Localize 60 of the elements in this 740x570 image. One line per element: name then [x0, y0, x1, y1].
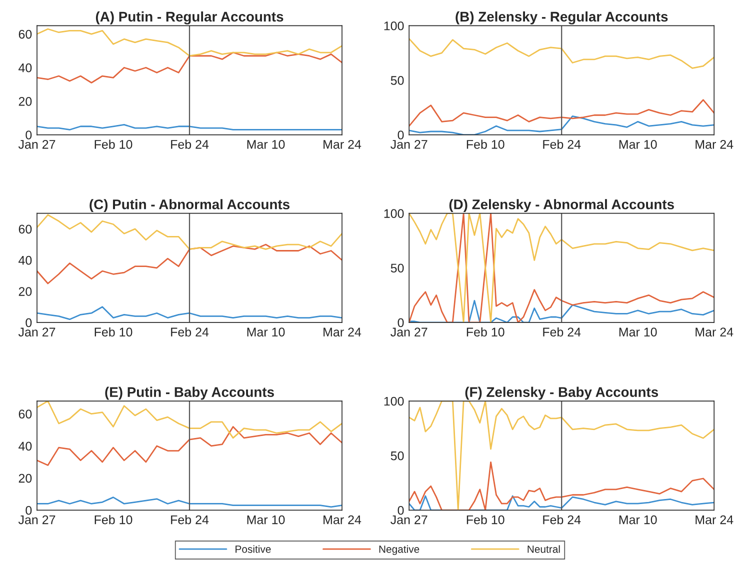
x-tick-label: Mar 24: [696, 328, 734, 337]
y-tick-label: 0: [398, 506, 404, 515]
chart-title: (B) Zelensky - Regular Accounts: [456, 11, 668, 24]
y-tick-label: 20: [18, 96, 32, 106]
x-tick-label: Jan 27: [18, 328, 56, 337]
legend-label: Negative: [379, 545, 420, 555]
chart-title: (D) Zelensky - Abnormal Accounts: [449, 199, 674, 212]
x-tick-label: Feb 24: [543, 515, 581, 524]
x-tick-label: Jan 27: [390, 328, 428, 337]
x-tick-label: Feb 10: [94, 327, 132, 337]
x-tick-label: Mar 10: [619, 515, 657, 524]
x-tick-label: Feb 24: [171, 327, 209, 337]
x-tick-label: Mar 10: [247, 328, 285, 337]
chart-title: (E) Putin - Baby Accounts: [105, 386, 274, 400]
y-tick-label: 100: [384, 396, 404, 406]
x-tick-label: Jan 27: [18, 140, 56, 149]
x-tick-label: Feb 10: [94, 140, 132, 149]
x-tick-label: Mar 24: [324, 140, 362, 149]
y-tick-label: 0: [398, 318, 404, 328]
x-tick-label: Feb 10: [94, 515, 132, 524]
y-tick-label: 20: [18, 474, 32, 483]
y-tick-label: 60: [18, 410, 32, 419]
x-tick-label: Jan 27: [390, 140, 428, 149]
x-tick-label: Jan 27: [18, 515, 56, 524]
x-tick-label: Mar 24: [324, 328, 362, 337]
legend-label: Positive: [236, 545, 271, 553]
y-tick-label: 60: [18, 30, 32, 39]
x-tick-label: Feb 24: [171, 140, 209, 149]
y-tick-label: 40: [18, 256, 32, 265]
x-tick-label: Mar 10: [247, 140, 285, 149]
y-tick-label: 0: [398, 130, 404, 140]
x-tick-label: Mar 10: [619, 140, 657, 149]
x-tick-label: Mar 10: [247, 515, 285, 524]
x-tick-label: Mar 24: [324, 515, 362, 524]
x-tick-label: Jan 27: [390, 515, 428, 524]
x-tick-label: Mar 10: [619, 328, 657, 337]
y-tick-label: 20: [18, 287, 32, 296]
y-tick-label: 0: [26, 130, 32, 140]
y-tick-label: 60: [18, 224, 32, 234]
chart-title: (A) Putin - Regular Accounts: [96, 11, 284, 24]
x-tick-label: Feb 10: [466, 327, 504, 337]
y-tick-label: 100: [384, 209, 404, 218]
x-tick-label: Feb 24: [171, 515, 209, 524]
y-tick-label: 100: [384, 21, 404, 30]
x-tick-label: Feb 24: [543, 327, 581, 337]
y-tick-label: 40: [18, 63, 32, 72]
x-tick-label: Mar 24: [696, 140, 734, 149]
chart-title: (C) Putin - Abnormal Accounts: [90, 199, 290, 212]
x-tick-label: Feb 10: [466, 515, 504, 524]
chart-title: (F) Zelensky - Baby Accounts: [465, 386, 658, 400]
y-tick-label: 50: [390, 451, 404, 460]
y-tick-label: 50: [390, 76, 404, 85]
y-tick-label: 0: [26, 506, 32, 515]
legend-label: Neutral: [528, 545, 560, 553]
x-tick-label: Mar 24: [696, 515, 734, 524]
x-tick-label: Feb 10: [466, 140, 504, 149]
y-tick-label: 50: [390, 264, 404, 273]
y-tick-label: 40: [18, 442, 32, 451]
x-tick-label: Feb 24: [543, 140, 581, 149]
y-tick-label: 0: [26, 318, 32, 328]
